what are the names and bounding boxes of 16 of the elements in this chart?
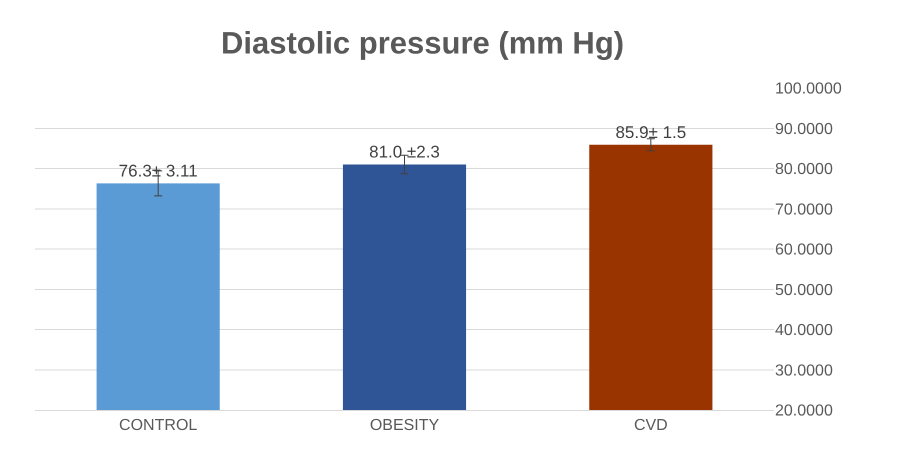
y-tick-label: 60.0000 (775, 242, 833, 259)
data-label: 76.3± 3.11 (118, 161, 198, 180)
y-tick-label: 30.0000 (775, 362, 833, 380)
x-tick-label: CONTROL (119, 417, 198, 434)
y-tick-label: 80.0000 (775, 161, 833, 178)
y-tick-label: 40.0000 (775, 322, 833, 340)
y-tick-label: 50.0000 (775, 282, 833, 299)
y-tick-label: 20.0000 (775, 402, 833, 420)
data-label: 81.0 ±2.3 (369, 142, 440, 162)
x-tick-label: CVD (634, 417, 668, 434)
y-tick-label: 90.0000 (775, 120, 833, 138)
y-tick-label: 100.0000 (775, 80, 842, 98)
chart-title: Diastolic pressure (mm Hg) (220, 26, 624, 61)
data-label: 85.9± 1.5 (615, 122, 686, 142)
x-tick-label: OBESITY (370, 417, 440, 434)
y-tick-label: 70.0000 (775, 201, 833, 218)
